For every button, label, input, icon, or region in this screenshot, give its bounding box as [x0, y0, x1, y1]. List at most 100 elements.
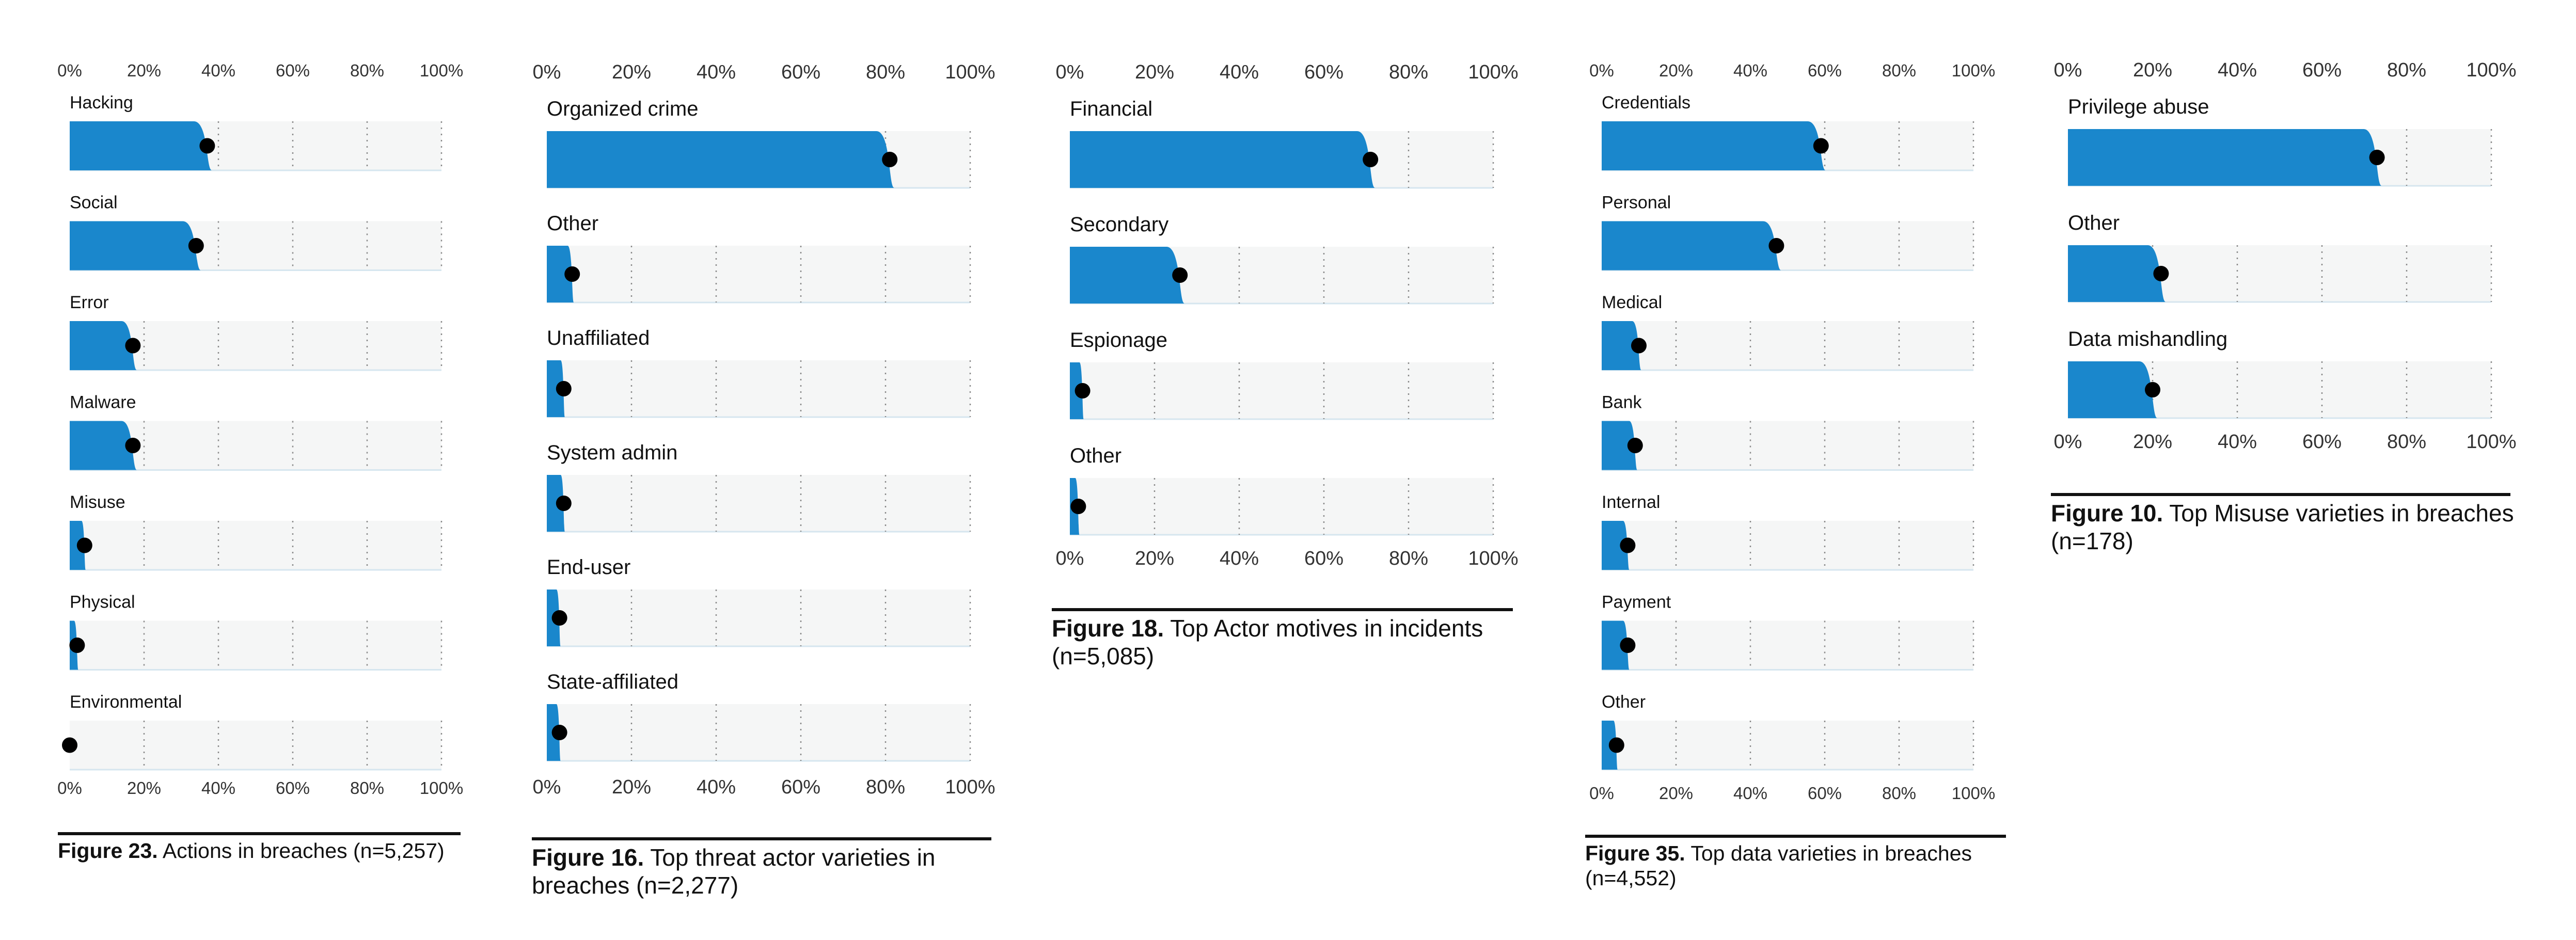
- figure-title: Top Actor motives in incidents (n=5,085): [1052, 615, 1483, 670]
- bar-track: [1070, 478, 1493, 535]
- x-tick-label-bottom: 40%: [2218, 431, 2257, 453]
- x-tick-label-bottom: 40%: [1220, 548, 1259, 569]
- panel-figure-16: 0% 0% 20% 20% 40% 40% 60% 60% 80% 80% 100% 100% Orga…: [516, 0, 1048, 940]
- value-dot-financial: [1363, 152, 1379, 167]
- figure-caption: Figure 16. Top threat actor varieties in…: [532, 843, 960, 900]
- category-label: Medical: [1602, 293, 1662, 312]
- value-dot-social: [188, 238, 204, 253]
- value-dot-bank: [1627, 438, 1643, 453]
- x-tick-label-top: 100%: [420, 61, 463, 80]
- x-tick-label-bottom: 20%: [612, 776, 651, 798]
- category-label: Unaffiliated: [547, 327, 650, 349]
- bar-other: [547, 246, 574, 302]
- bar-track: [1602, 521, 1973, 570]
- x-tick-label-top: 40%: [697, 61, 736, 83]
- value-dot-secondary: [1172, 267, 1188, 283]
- x-tick-label-top: 40%: [201, 61, 235, 80]
- value-dot-state-affiliated: [551, 725, 567, 740]
- category-label: Social: [70, 193, 118, 213]
- panel-figure-18: 0% 0% 20% 20% 40% 40% 60% 60% 80% 80% 100% 100% Fina…: [1048, 0, 1570, 940]
- figure-title: Actions in breaches (n=5,257): [162, 839, 445, 863]
- category-label: Internal: [1602, 492, 1660, 512]
- bar-unaffiliated: [547, 360, 565, 417]
- bar-bank: [1602, 421, 1637, 470]
- category-label: Espionage: [1070, 329, 1167, 352]
- bar-financial: [1070, 131, 1376, 188]
- x-tick-label-bottom: 40%: [697, 776, 736, 798]
- value-dot-credentials: [1813, 138, 1829, 154]
- value-dot-malware: [125, 438, 141, 453]
- chart-figure-18: 0% 0% 20% 20% 40% 40% 60% 60% 80% 80% 100% 100% Fina…: [1056, 61, 1519, 569]
- category-label: Data mishandling: [2068, 328, 2227, 350]
- x-tick-label-top: 100%: [2466, 59, 2516, 81]
- x-tick-label-bottom: 60%: [781, 776, 820, 798]
- value-dot-system-admin: [556, 496, 572, 511]
- bar-track: [1602, 721, 1973, 770]
- value-dot-other: [2153, 266, 2169, 281]
- bar-system-admin: [547, 475, 565, 532]
- figure-caption: Figure 35. Top data varieties in breache…: [1585, 841, 1993, 891]
- bar-secondary: [1070, 247, 1185, 304]
- x-tick-label-top: 100%: [945, 61, 995, 83]
- value-dot-other: [1070, 499, 1086, 514]
- category-label: Misuse: [70, 492, 125, 512]
- category-label: System admin: [547, 441, 677, 464]
- panel-figure-10: 0% 0% 20% 20% 40% 40% 60% 60% 80% 80% 100% 100% Priv…: [2050, 0, 2576, 940]
- value-dot-personal: [1768, 238, 1784, 253]
- category-label: Malware: [70, 393, 136, 412]
- caption-rule: [58, 832, 461, 835]
- x-tick-label-top: 40%: [1733, 61, 1767, 80]
- x-tick-label-top: 60%: [1808, 61, 1842, 80]
- chart-figure-35: 0% 0% 20% 20% 40% 40% 60% 60% 80% 80% 100% 100% Cred…: [1589, 61, 1995, 803]
- figure-number: Figure 35.: [1585, 841, 1685, 865]
- category-label: Financial: [1070, 98, 1152, 120]
- bar-malware: [70, 421, 137, 470]
- bar-track: [547, 704, 970, 761]
- x-tick-label-top: 100%: [1468, 61, 1518, 83]
- chart-figure-23: 0% 0% 20% 20% 40% 40% 60% 60% 80% 80% 100% 100% Hack…: [57, 61, 463, 798]
- x-tick-label-bottom: 80%: [866, 776, 905, 798]
- x-tick-label-top: 80%: [2387, 59, 2426, 81]
- x-tick-label-top: 0%: [57, 61, 82, 80]
- category-label: Physical: [70, 593, 135, 612]
- x-tick-label-top: 0%: [1056, 61, 1084, 83]
- x-tick-label-bottom: 100%: [420, 778, 463, 798]
- category-label: Other: [2068, 212, 2120, 234]
- x-tick-label-top: 20%: [612, 61, 651, 83]
- x-tick-label-bottom: 40%: [1733, 784, 1767, 803]
- figure-caption: Figure 18. Top Actor motives in incident…: [1052, 614, 1511, 671]
- x-tick-label-bottom: 20%: [127, 778, 161, 798]
- bar-track: [1602, 421, 1973, 470]
- value-dot-privilege-abuse: [2369, 150, 2385, 165]
- bar-payment: [1602, 620, 1630, 670]
- value-dot-other: [564, 266, 580, 282]
- value-dot-medical: [1631, 338, 1647, 354]
- bar-personal: [1602, 221, 1781, 270]
- x-tick-label-bottom: 60%: [1304, 548, 1344, 569]
- x-tick-label-top: 80%: [1882, 61, 1916, 80]
- x-tick-label-bottom: 0%: [1056, 548, 1084, 569]
- x-tick-label-top: 100%: [1952, 61, 1995, 80]
- category-label: Privilege abuse: [2068, 95, 2209, 118]
- x-tick-label-bottom: 60%: [276, 778, 310, 798]
- bar-track: [547, 360, 970, 417]
- panel-figure-35: 0% 0% 20% 20% 40% 40% 60% 60% 80% 80% 100% 100% Cred…: [1570, 0, 2050, 940]
- x-tick-label-top: 20%: [127, 61, 161, 80]
- x-tick-label-top: 80%: [1389, 61, 1428, 83]
- bar-credentials: [1602, 121, 1826, 170]
- figure-number: Figure 10.: [2051, 500, 2163, 527]
- value-dot-hacking: [199, 138, 215, 154]
- x-tick-label-bottom: 100%: [1468, 548, 1518, 569]
- category-label: Other: [1070, 444, 1121, 467]
- x-tick-label-top: 60%: [2302, 59, 2342, 81]
- bar-social: [70, 221, 201, 270]
- x-tick-label-top: 80%: [866, 61, 905, 83]
- chart-figure-16: 0% 0% 20% 20% 40% 40% 60% 60% 80% 80% 100% 100% Orga…: [533, 61, 995, 798]
- category-label: Other: [1602, 692, 1646, 712]
- bar-medical: [1602, 321, 1641, 370]
- x-tick-label-top: 40%: [2218, 59, 2257, 81]
- x-tick-label-top: 60%: [1304, 61, 1344, 83]
- caption-rule: [1585, 835, 2006, 838]
- x-tick-label-bottom: 0%: [533, 776, 561, 798]
- x-tick-label-bottom: 0%: [57, 778, 82, 798]
